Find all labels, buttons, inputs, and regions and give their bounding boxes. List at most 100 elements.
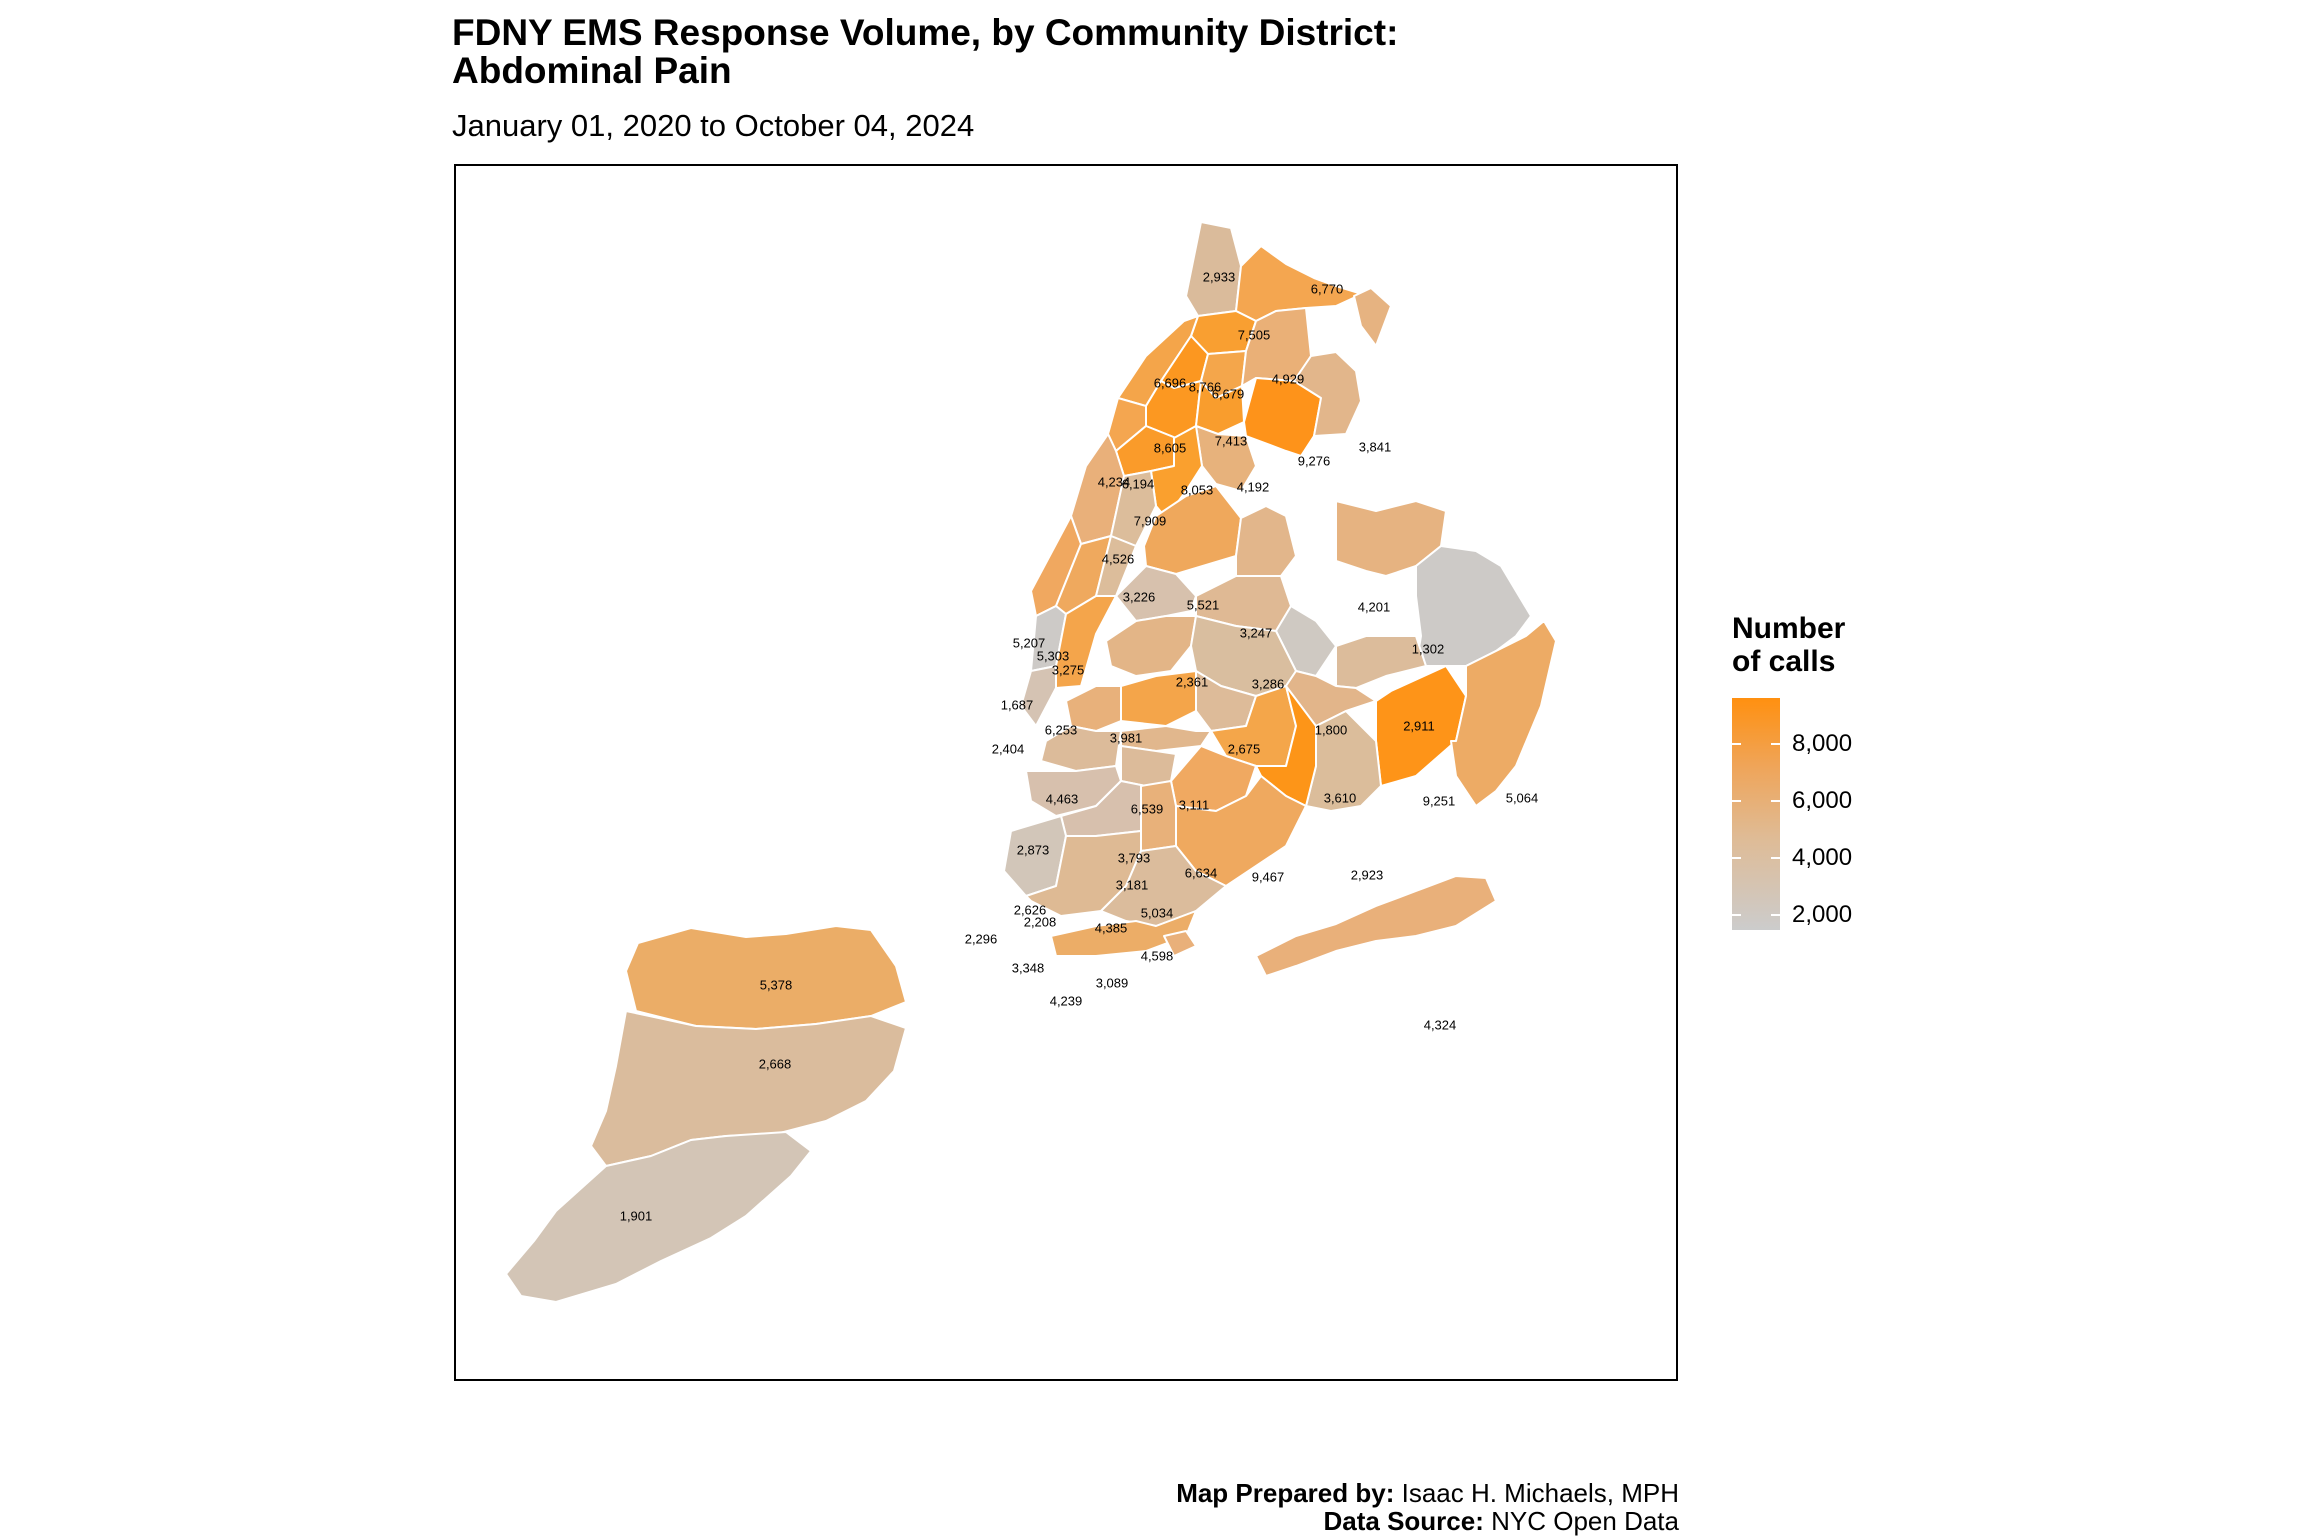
legend-title-line-2: of calls xyxy=(1732,645,1836,678)
caption-prepared-label: Map Prepared by: xyxy=(1176,1478,1395,1508)
legend-tick-label: 2,000 xyxy=(1792,901,1853,928)
legend-tick-label: 4,000 xyxy=(1792,844,1853,871)
district-value-label: 5,064 xyxy=(1506,790,1539,805)
district-value-label: 5,303 xyxy=(1037,648,1070,663)
district-value-label: 4,239 xyxy=(1050,993,1083,1008)
legend-tick-label: 8,000 xyxy=(1792,730,1853,757)
district-value-label: 2,361 xyxy=(1176,674,1209,689)
district-value-label: 8,605 xyxy=(1154,440,1187,455)
district-value-label: 3,247 xyxy=(1240,625,1273,640)
district-value-label: 3,286 xyxy=(1252,676,1285,691)
district-value-label: 3,089 xyxy=(1096,975,1129,990)
island-shape xyxy=(1163,930,1197,957)
district-value-label: 2,404 xyxy=(992,741,1025,756)
district-value-label: 5,207 xyxy=(1013,635,1046,650)
title-line-2: Abdominal Pain xyxy=(452,50,732,91)
district-value-label: 6,253 xyxy=(1045,722,1078,737)
district-shape xyxy=(1120,745,1177,787)
district-value-label: 9,251 xyxy=(1423,793,1456,808)
district-value-label: 4,234 xyxy=(1098,474,1131,489)
district-shape xyxy=(1255,875,1497,977)
district-value-label: 4,929 xyxy=(1272,371,1305,386)
district-value-label: 4,192 xyxy=(1237,479,1270,494)
title-line-1: FDNY EMS Response Volume, by Community D… xyxy=(452,12,1399,53)
legend-tick-mark xyxy=(1732,857,1780,859)
district-value-label: 9,276 xyxy=(1298,453,1331,468)
district-shape xyxy=(1105,615,1197,677)
district-value-label: 6,770 xyxy=(1311,281,1344,296)
caption-data-source: Data Source: NYC Open Data xyxy=(1324,1506,1680,1537)
map-subtitle: January 01, 2020 to October 04, 2024 xyxy=(452,108,975,143)
legend-tick-label: 6,000 xyxy=(1792,787,1853,814)
district-shape xyxy=(1375,665,1467,787)
district-value-label: 9,467 xyxy=(1252,869,1285,884)
district-shape xyxy=(1050,910,1197,957)
district-value-label: 5,034 xyxy=(1141,905,1174,920)
district-value-label: 6,679 xyxy=(1212,386,1245,401)
district-shape xyxy=(1235,505,1297,577)
district-value-label: 3,226 xyxy=(1123,589,1156,604)
district-value-label: 4,598 xyxy=(1141,948,1174,963)
district-value-label: 4,324 xyxy=(1424,1017,1457,1032)
district-value-label: 3,111 xyxy=(1179,797,1210,812)
legend-title-line-1: Number xyxy=(1732,612,1846,645)
district-value-label: 7,505 xyxy=(1238,327,1271,342)
legend-tick-mark xyxy=(1732,743,1780,745)
district-value-label: 2,911 xyxy=(1403,718,1435,733)
district-value-label: 6,696 xyxy=(1154,375,1187,390)
district-value-label: 2,923 xyxy=(1351,867,1384,882)
district-value-label: 3,181 xyxy=(1116,877,1149,892)
district-value-label: 3,841 xyxy=(1359,439,1392,454)
district-shape xyxy=(1110,470,1157,547)
district-shape xyxy=(625,925,907,1030)
district-value-label: 4,201 xyxy=(1358,599,1391,614)
district-shape xyxy=(1020,665,1057,727)
map-title: FDNY EMS Response Volume, by Community D… xyxy=(452,14,1752,90)
district-shape xyxy=(590,1010,907,1167)
district-value-label: 1,800 xyxy=(1315,722,1348,737)
map-panel: 2,933 6,770 7,505 6,696 8,766 6,679 4,929 8,605… xyxy=(454,164,1678,1381)
district-value-label: 5,378 xyxy=(760,977,793,992)
district-value-label: 8,766 xyxy=(1189,379,1222,394)
legend-title: Number of calls xyxy=(1732,612,1892,678)
district-value-label: 2,668 xyxy=(759,1056,792,1071)
district-value-label: 2,208 xyxy=(1024,914,1057,929)
district-shape xyxy=(1040,725,1122,772)
district-value-label: 1,302 xyxy=(1412,641,1445,656)
district-value-label: 1,901 xyxy=(620,1208,653,1223)
district-value-label: 2,933 xyxy=(1203,269,1236,284)
district-value-label: 3,348 xyxy=(1012,960,1045,975)
district-value-label: 8,053 xyxy=(1181,482,1214,497)
district-shape xyxy=(1293,351,1362,437)
caption-prepared-by: Map Prepared by: Isaac H. Michaels, MPH xyxy=(1176,1478,1679,1509)
caption-prepared-value: Isaac H. Michaels, MPH xyxy=(1401,1478,1679,1508)
district-shape xyxy=(1450,620,1557,807)
district-value-label: 2,675 xyxy=(1228,741,1261,756)
district-value-label: 2,626 xyxy=(1014,902,1047,917)
caption-source-value: NYC Open Data xyxy=(1491,1506,1679,1536)
district-value-label: 4,463 xyxy=(1046,791,1079,806)
district-value-label: 4,385 xyxy=(1095,920,1128,935)
district-value-label: 3,981 xyxy=(1110,730,1143,745)
district-shape xyxy=(1195,425,1257,492)
district-value-label: 4,526 xyxy=(1102,551,1135,566)
district-value-label: 6,634 xyxy=(1185,865,1218,880)
district-value-label: 2,296 xyxy=(965,931,998,946)
district-value-label: 3,610 xyxy=(1324,790,1357,805)
legend-color-bar xyxy=(1732,698,1780,930)
district-value-label: 7,909 xyxy=(1134,513,1167,528)
district-value-label: 3,793 xyxy=(1118,850,1151,865)
island-shape xyxy=(1353,287,1392,347)
district-shape xyxy=(505,1131,812,1303)
caption-source-label: Data Source: xyxy=(1323,1506,1484,1536)
legend-tick-mark xyxy=(1732,800,1780,802)
district-value-label: 6,539 xyxy=(1131,801,1164,816)
district-value-label: 2,873 xyxy=(1017,842,1050,857)
district-value-label: 7,413 xyxy=(1215,433,1248,448)
district-value-label: 6,194 xyxy=(1122,476,1155,491)
district-value-label: 3,275 xyxy=(1052,662,1085,677)
district-value-label: 5,521 xyxy=(1187,597,1220,612)
legend-tick-mark xyxy=(1732,914,1780,916)
district-value-label: 1,687 xyxy=(1001,697,1034,712)
